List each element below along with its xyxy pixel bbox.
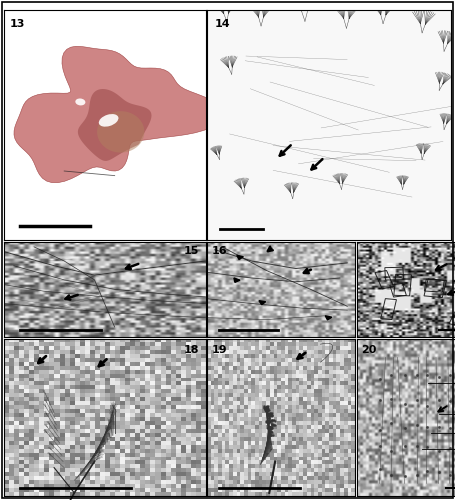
Polygon shape: [14, 46, 223, 182]
Polygon shape: [97, 111, 144, 152]
Text: 15: 15: [184, 246, 199, 256]
Polygon shape: [237, 256, 243, 260]
Bar: [394, 274, 411, 296]
Ellipse shape: [76, 98, 86, 105]
Text: 19: 19: [212, 345, 228, 355]
Polygon shape: [325, 316, 332, 320]
Bar: [381, 298, 396, 320]
Text: 16: 16: [212, 246, 228, 256]
Bar: [425, 279, 444, 292]
Text: 20: 20: [361, 345, 376, 355]
Bar: [375, 270, 394, 289]
Text: 18: 18: [184, 345, 199, 355]
Bar: [424, 279, 446, 297]
Bar: [385, 268, 404, 280]
Polygon shape: [234, 278, 240, 282]
Bar: [449, 302, 455, 328]
Ellipse shape: [99, 114, 118, 126]
Polygon shape: [78, 89, 152, 161]
Text: 13: 13: [10, 19, 25, 29]
Text: 14: 14: [215, 19, 230, 29]
Bar: [390, 284, 406, 297]
Polygon shape: [259, 300, 266, 304]
